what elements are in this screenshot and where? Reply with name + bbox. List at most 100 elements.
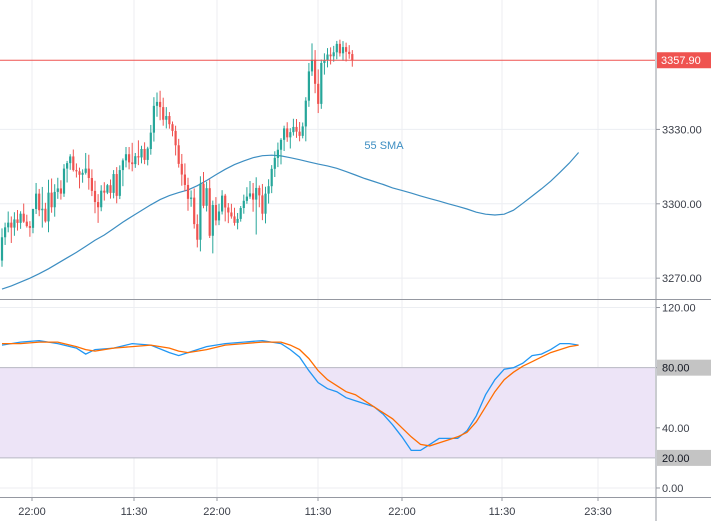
candle-down[interactable]: [78, 167, 81, 189]
candle-up[interactable]: [289, 128, 292, 149]
candle-down[interactable]: [202, 172, 205, 209]
candle-up[interactable]: [118, 165, 121, 200]
candle-up[interactable]: [283, 125, 286, 151]
candle-up[interactable]: [81, 169, 84, 183]
candle-up[interactable]: [35, 182, 38, 214]
candle-down[interactable]: [196, 214, 199, 248]
candle-up[interactable]: [248, 180, 252, 199]
candle-up[interactable]: [124, 147, 128, 168]
candle-up[interactable]: [335, 40, 338, 60]
candle-up[interactable]: [273, 151, 276, 178]
candle-down[interactable]: [177, 138, 180, 168]
candlesticks[interactable]: [0, 39, 354, 267]
candle-down[interactable]: [171, 121, 174, 137]
candle-up[interactable]: [155, 92, 159, 117]
candle-down[interactable]: [258, 185, 261, 208]
candle-up[interactable]: [7, 211, 10, 233]
candle-down[interactable]: [59, 180, 62, 200]
candle-down[interactable]: [227, 203, 230, 224]
candle-up[interactable]: [146, 146, 149, 166]
candle-up[interactable]: [236, 212, 239, 230]
candle-down[interactable]: [208, 179, 211, 239]
candle-up[interactable]: [165, 107, 168, 129]
candle-down[interactable]: [72, 149, 75, 172]
candle-up[interactable]: [341, 41, 345, 61]
candle-up[interactable]: [326, 48, 329, 68]
candle-down[interactable]: [28, 221, 31, 237]
candle-down[interactable]: [233, 207, 236, 226]
candle-down[interactable]: [345, 42, 348, 62]
candle-down[interactable]: [214, 197, 217, 226]
candle-down[interactable]: [103, 182, 106, 201]
candle-up[interactable]: [332, 45, 335, 62]
candle-down[interactable]: [286, 122, 289, 142]
candle-up[interactable]: [292, 118, 295, 136]
candle-down[interactable]: [50, 178, 53, 213]
candle-up[interactable]: [264, 186, 267, 224]
candle-down[interactable]: [97, 194, 100, 223]
candle-down[interactable]: [25, 214, 28, 228]
candle-up[interactable]: [0, 228, 4, 267]
candle-up[interactable]: [267, 179, 270, 204]
candle-down[interactable]: [87, 154, 90, 190]
candle-down[interactable]: [143, 142, 146, 165]
candle-up[interactable]: [4, 222, 7, 245]
candle-up[interactable]: [310, 43, 314, 76]
candle-down[interactable]: [109, 179, 112, 199]
candle-up[interactable]: [307, 62, 310, 107]
time-axis[interactable]: 22:00 11:30 22:00 11:30 22:00 11:30 23:30: [18, 497, 612, 518]
candle-up[interactable]: [320, 59, 323, 109]
candle-down[interactable]: [90, 169, 93, 197]
candle-down[interactable]: [22, 203, 25, 223]
candle-up[interactable]: [199, 176, 202, 252]
candle-down[interactable]: [38, 188, 41, 217]
candle-up[interactable]: [211, 200, 214, 254]
candle-up[interactable]: [323, 53, 326, 75]
candle-down[interactable]: [10, 216, 13, 243]
candle-down[interactable]: [128, 147, 131, 170]
candle-up[interactable]: [134, 152, 137, 168]
candle-up[interactable]: [53, 184, 56, 217]
candle-up[interactable]: [217, 203, 221, 226]
candle-up[interactable]: [279, 138, 283, 165]
candle-down[interactable]: [93, 180, 97, 214]
candle-up[interactable]: [152, 97, 155, 142]
candle-down[interactable]: [295, 119, 298, 138]
candle-up[interactable]: [301, 122, 304, 139]
candle-up[interactable]: [41, 186, 44, 228]
candle-down[interactable]: [298, 121, 301, 142]
candle-up[interactable]: [205, 181, 208, 212]
candle-up[interactable]: [19, 211, 22, 229]
candle-up[interactable]: [239, 206, 242, 222]
candle-up[interactable]: [242, 194, 245, 214]
candle-down[interactable]: [351, 50, 354, 67]
candle-up[interactable]: [190, 190, 193, 207]
candle-up[interactable]: [106, 183, 109, 195]
candle-down[interactable]: [162, 97, 165, 126]
candle-up[interactable]: [66, 160, 69, 183]
candle-down[interactable]: [131, 142, 134, 172]
candle-up[interactable]: [56, 177, 59, 199]
candle-up[interactable]: [69, 154, 72, 170]
candle-down[interactable]: [180, 153, 183, 186]
candle-down[interactable]: [317, 69, 320, 114]
candle-down[interactable]: [338, 39, 341, 57]
candle-down[interactable]: [44, 202, 47, 223]
candle-up[interactable]: [140, 145, 143, 164]
candle-down[interactable]: [159, 90, 162, 121]
candle-up[interactable]: [149, 124, 152, 155]
candle-down[interactable]: [261, 183, 264, 221]
candle-down[interactable]: [174, 125, 177, 156]
candle-down[interactable]: [168, 112, 171, 129]
candle-down[interactable]: [183, 163, 186, 192]
candle-up[interactable]: [13, 212, 16, 236]
candle-up[interactable]: [270, 165, 273, 194]
candle-down[interactable]: [230, 203, 233, 219]
candle-down[interactable]: [75, 163, 78, 178]
candle-up[interactable]: [62, 164, 66, 197]
candle-down[interactable]: [193, 188, 196, 229]
price-axis[interactable]: 3270.00 3300.00 3330.00 3357.90: [656, 52, 711, 285]
